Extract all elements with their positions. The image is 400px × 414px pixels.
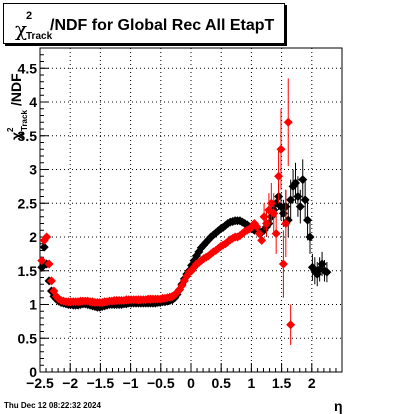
title-chi-symbol: χ xyxy=(15,17,28,41)
x-tick-label: 0.5 xyxy=(211,375,231,391)
y-tick-label: 3.5 xyxy=(18,128,38,144)
y-tick-label: 0 xyxy=(29,364,37,380)
data-point xyxy=(266,198,276,208)
data-point xyxy=(298,175,308,185)
data-point xyxy=(274,171,284,181)
y-tick-label: 2.5 xyxy=(18,195,38,211)
data-point xyxy=(281,219,291,228)
x-tick-label: −0.5 xyxy=(147,375,175,391)
y-tick-label: 1.5 xyxy=(18,263,38,279)
y-tick-label: 1 xyxy=(29,297,37,313)
y-tick-label: 3 xyxy=(29,162,37,178)
y-tick-label: 0.5 xyxy=(18,330,38,346)
title-superscript: 2 xyxy=(26,10,33,22)
y-axis-title-rest: /NDF xyxy=(8,73,24,106)
x-axis-title: η xyxy=(334,398,343,414)
x-tick-label: −2 xyxy=(62,375,78,391)
data-point xyxy=(290,178,300,188)
data-point xyxy=(322,267,332,277)
data-point xyxy=(286,195,296,205)
y-tick-label: 4.5 xyxy=(18,60,38,76)
y-tick-label: 4 xyxy=(29,94,37,110)
data-point xyxy=(269,208,279,218)
data-series xyxy=(37,78,332,345)
plot-frame xyxy=(39,47,343,373)
y-tick-label: 2 xyxy=(29,229,37,245)
y-axis-title: χ 2 Track /NDF xyxy=(6,73,29,140)
data-point xyxy=(283,117,293,127)
x-tick-label: 2 xyxy=(308,375,316,391)
data-point xyxy=(295,202,305,212)
axis-ticks xyxy=(39,47,343,373)
data-point xyxy=(39,242,49,252)
data-point xyxy=(276,144,286,154)
data-point xyxy=(249,219,259,228)
data-point xyxy=(293,192,303,201)
title-subscript: Track xyxy=(26,31,53,42)
data-point xyxy=(46,276,56,286)
data-point xyxy=(300,195,310,205)
series-1 xyxy=(37,78,296,345)
title-box: χ 2 Track /NDF for Global Rec All EtapT xyxy=(3,3,285,44)
x-tick-label: 1.5 xyxy=(272,375,292,391)
y-axis-title-symbol: χ xyxy=(8,132,24,140)
tick-labels: −2.5 −2 −1.5 −1 −0.5 0 0.5 1 1.5 2 0 0.5 1 1.5 2 2.5 3 3.… xyxy=(18,60,316,391)
data-point xyxy=(259,212,269,222)
chart-title: /NDF for Global Rec All EtapT xyxy=(50,17,275,34)
data-point xyxy=(44,259,54,269)
data-point xyxy=(286,320,296,330)
x-tick-label: −2.5 xyxy=(26,375,54,391)
timestamp: Thu Dec 12 08:22:32 2024 xyxy=(4,401,101,410)
data-point xyxy=(257,235,267,245)
data-point xyxy=(305,232,315,242)
data-point xyxy=(278,259,288,269)
data-point xyxy=(42,232,52,242)
x-tick-label: −1 xyxy=(123,375,139,391)
data-point xyxy=(303,215,313,225)
y-axis-title-sub: Track xyxy=(20,110,29,131)
data-point xyxy=(262,219,271,228)
data-point xyxy=(317,259,327,269)
y-axis-title-sup: 2 xyxy=(6,127,15,132)
x-tick-label: 0 xyxy=(187,375,195,391)
data-point xyxy=(271,229,281,239)
x-tick-label: −1.5 xyxy=(87,375,115,391)
data-point xyxy=(276,202,286,212)
data-point xyxy=(37,256,47,266)
data-point xyxy=(254,229,264,239)
data-point xyxy=(252,222,262,232)
x-tick-label: 1 xyxy=(248,375,256,391)
